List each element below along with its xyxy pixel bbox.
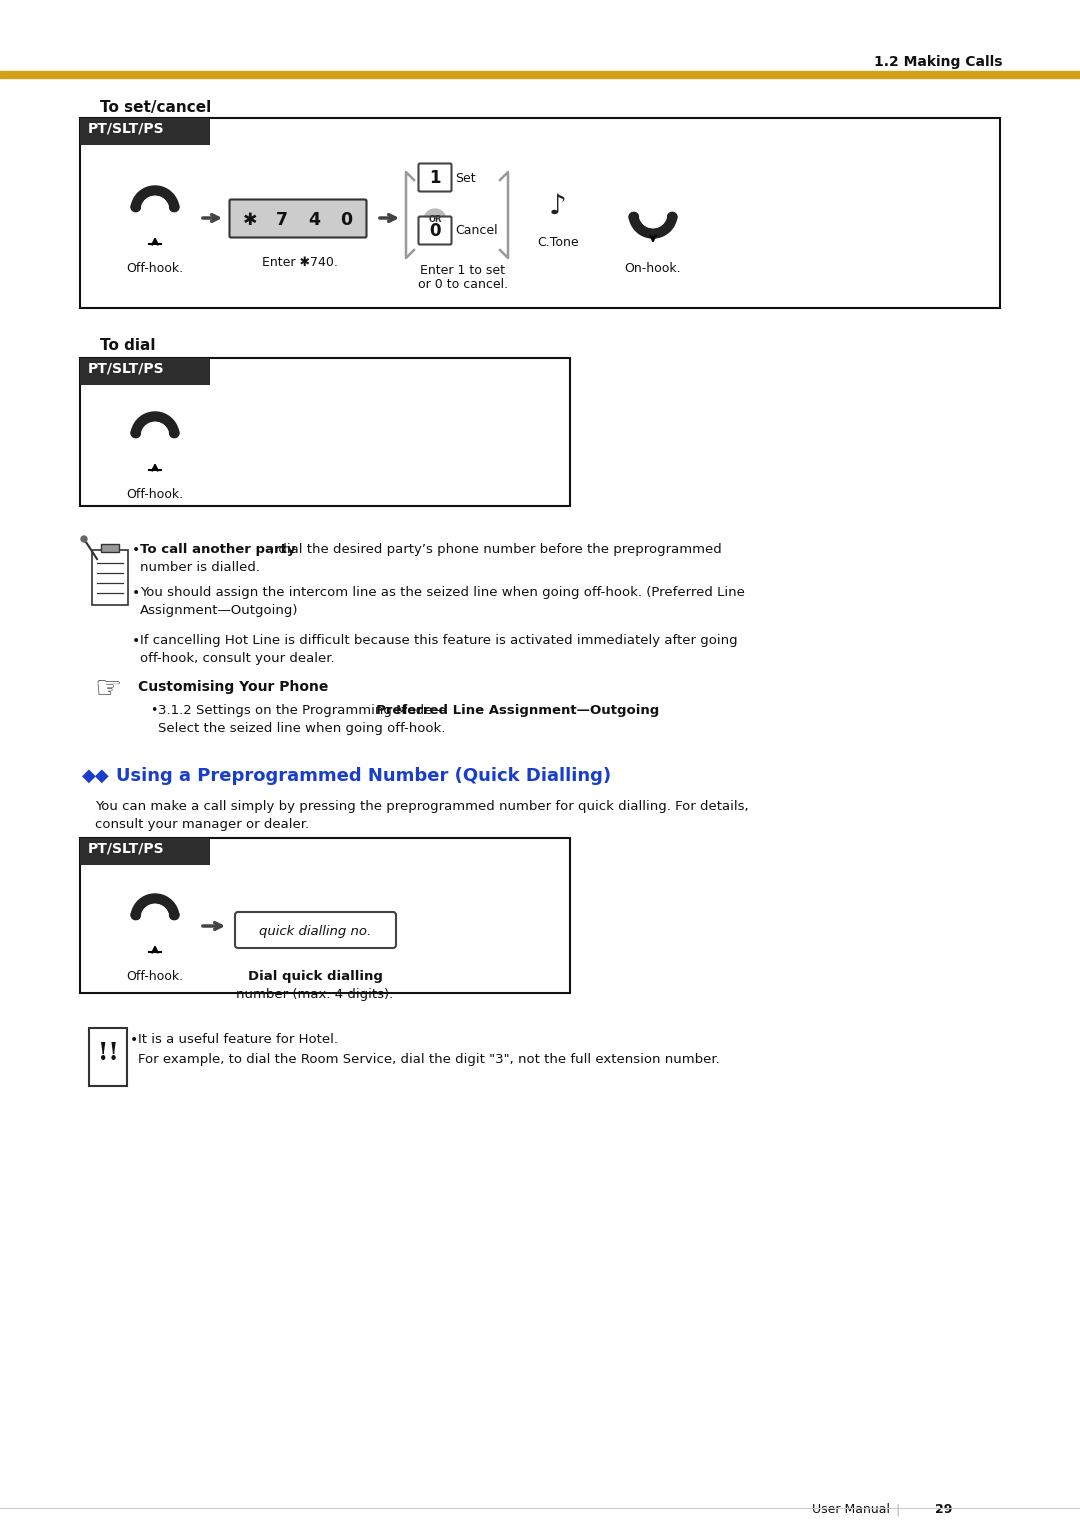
Bar xyxy=(92,550,129,605)
Text: Off-hook.: Off-hook. xyxy=(126,487,184,501)
Text: Cancel: Cancel xyxy=(455,225,498,237)
Text: Preferred Line Assignment—Outgoing: Preferred Line Assignment—Outgoing xyxy=(377,704,660,717)
Text: C.Tone: C.Tone xyxy=(537,235,579,249)
Text: number is dialled.: number is dialled. xyxy=(140,561,260,575)
Text: •: • xyxy=(132,542,140,558)
Text: 7: 7 xyxy=(276,211,288,229)
Text: 0: 0 xyxy=(429,222,441,240)
Text: You should assign the intercom line as the seized line when going off-hook. (Pre: You should assign the intercom line as t… xyxy=(140,587,745,599)
Text: If cancelling Hot Line is difficult because this feature is activated immediatel: If cancelling Hot Line is difficult beca… xyxy=(140,634,738,646)
Text: For example, to dial the Room Service, dial the digit "3", not the full extensio: For example, to dial the Room Service, d… xyxy=(138,1053,719,1067)
Bar xyxy=(102,544,119,552)
Text: consult your manager or dealer.: consult your manager or dealer. xyxy=(95,817,309,831)
Text: Off-hook.: Off-hook. xyxy=(126,970,184,983)
Circle shape xyxy=(131,911,140,920)
Text: Using a Preprogrammed Number (Quick Dialling): Using a Preprogrammed Number (Quick Dial… xyxy=(116,767,611,785)
Text: 3.1.2 Settings on the Programming Mode—: 3.1.2 Settings on the Programming Mode— xyxy=(158,704,446,717)
Text: 0: 0 xyxy=(340,211,352,229)
Text: Off-hook.: Off-hook. xyxy=(126,261,184,275)
Circle shape xyxy=(424,209,446,231)
Text: PT/SLT/PS: PT/SLT/PS xyxy=(87,840,164,856)
Text: To call another party: To call another party xyxy=(140,542,296,556)
Text: •: • xyxy=(132,634,140,648)
Text: •: • xyxy=(150,704,158,717)
FancyBboxPatch shape xyxy=(419,217,451,244)
Text: |: | xyxy=(895,1504,900,1516)
Circle shape xyxy=(131,202,140,212)
Text: ◆◆: ◆◆ xyxy=(82,767,110,785)
Text: Customising Your Phone: Customising Your Phone xyxy=(138,680,328,694)
Text: To set/cancel: To set/cancel xyxy=(100,99,212,115)
Circle shape xyxy=(629,212,638,222)
Text: off-hook, consult your dealer.: off-hook, consult your dealer. xyxy=(140,652,335,665)
Text: To dial: To dial xyxy=(100,338,156,353)
Text: You can make a call simply by pressing the preprogrammed number for quick dialli: You can make a call simply by pressing t… xyxy=(95,801,748,813)
Text: 1: 1 xyxy=(429,170,441,186)
Bar xyxy=(80,837,210,865)
Bar xyxy=(89,1028,127,1086)
Text: !!: !! xyxy=(97,1041,119,1065)
Text: or 0 to cancel.: or 0 to cancel. xyxy=(418,278,508,290)
Text: •: • xyxy=(132,587,140,601)
Text: , dial the desired party’s phone number before the preprogrammed: , dial the desired party’s phone number … xyxy=(270,542,721,556)
Text: number (max. 4 digits).: number (max. 4 digits). xyxy=(237,989,393,1001)
Text: 1.2 Making Calls: 1.2 Making Calls xyxy=(874,55,1002,69)
Bar xyxy=(0,70,1080,78)
Circle shape xyxy=(170,202,179,212)
Bar xyxy=(80,118,1000,309)
Text: •: • xyxy=(130,1033,138,1047)
Text: Set: Set xyxy=(455,171,475,185)
FancyBboxPatch shape xyxy=(229,200,366,237)
Text: ♪: ♪ xyxy=(549,193,567,220)
Text: Assignment—Outgoing): Assignment—Outgoing) xyxy=(140,604,298,617)
Text: PT/SLT/PS: PT/SLT/PS xyxy=(87,121,164,134)
Text: PT/SLT/PS: PT/SLT/PS xyxy=(87,361,164,374)
FancyBboxPatch shape xyxy=(419,163,451,191)
Text: It is a useful feature for Hotel.: It is a useful feature for Hotel. xyxy=(138,1033,338,1047)
Circle shape xyxy=(170,428,179,437)
Text: Select the seized line when going off-hook.: Select the seized line when going off-ho… xyxy=(158,723,445,735)
Text: On-hook.: On-hook. xyxy=(624,261,681,275)
Circle shape xyxy=(81,536,87,542)
FancyBboxPatch shape xyxy=(235,912,396,947)
Text: 4: 4 xyxy=(308,211,320,229)
Circle shape xyxy=(131,428,140,437)
Text: Enter 1 to set: Enter 1 to set xyxy=(420,264,505,277)
Bar xyxy=(80,358,570,506)
Text: Enter ✱740.: Enter ✱740. xyxy=(262,257,338,269)
Text: ✱: ✱ xyxy=(243,211,257,229)
Bar xyxy=(80,118,210,145)
Text: quick dialling no.: quick dialling no. xyxy=(259,924,372,938)
Text: 29: 29 xyxy=(935,1504,953,1516)
Text: ☞: ☞ xyxy=(94,675,122,704)
Text: OR: OR xyxy=(429,215,442,225)
Circle shape xyxy=(170,911,179,920)
Bar xyxy=(80,358,210,385)
Circle shape xyxy=(667,212,677,222)
Text: Dial quick dialling: Dial quick dialling xyxy=(247,970,382,983)
Text: User Manual: User Manual xyxy=(812,1504,890,1516)
Bar xyxy=(80,837,570,993)
